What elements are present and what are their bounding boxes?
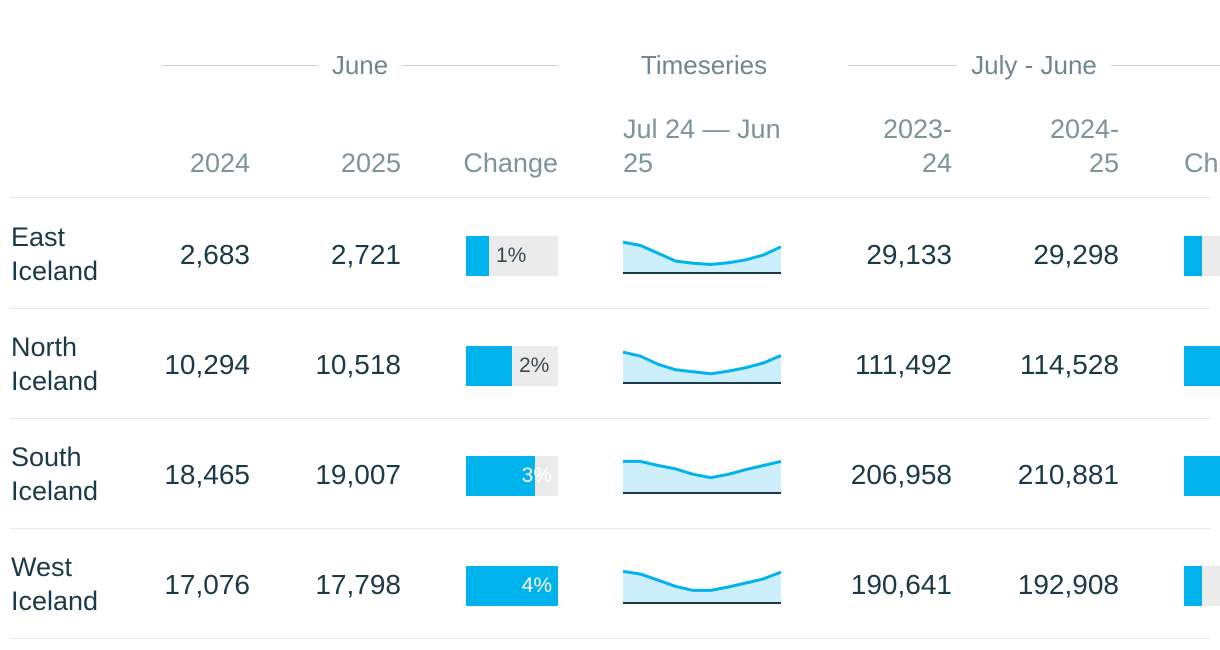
change-bar: 4% (466, 566, 558, 606)
row-divider (10, 418, 1210, 419)
value-june-2025: 10,518 (315, 349, 401, 380)
region-name: East Iceland (11, 220, 141, 288)
region-name-line: South (11, 442, 82, 472)
value-2024-25: 210,881 (1017, 459, 1119, 490)
sparkline-line (622, 569, 782, 592)
value-2023-24: 111,492 (854, 349, 952, 380)
region-name-line: West (11, 552, 73, 582)
change-bar-2 (1184, 236, 1220, 276)
change-bar-2 (1184, 346, 1220, 386)
sparkline-line (623, 459, 782, 480)
group-rule (162, 64, 318, 66)
table-row[interactable]: South Iceland 18,465 19,007 3% 206,958 210,881 (0, 420, 1220, 530)
change-bar-fill (1184, 566, 1202, 606)
region-name: West Iceland (11, 550, 141, 618)
value-june-2024: 17,076 (164, 569, 250, 600)
sparkline-area (623, 352, 781, 383)
col-header-label: 24 (921, 148, 952, 178)
change-bar-fill (466, 456, 535, 496)
region-name-line: Iceland (11, 476, 99, 506)
value-2024-25: 114,528 (1019, 349, 1119, 380)
group-header-july-june: July - June (848, 48, 1220, 82)
change-bar-fill (1184, 456, 1220, 496)
sparkline (623, 459, 782, 494)
change-bar-fill (1184, 236, 1202, 276)
sparkline-area (623, 571, 781, 603)
col-header-change-2[interactable]: Ch (1184, 146, 1220, 180)
change-percent: 4% (521, 574, 552, 597)
sparkline-area (623, 242, 781, 273)
sparkline (622, 350, 782, 384)
row-divider (10, 308, 1210, 309)
change-bar-fill (466, 236, 489, 276)
group-label: July - June (971, 49, 1097, 80)
change-percent: 1% (496, 244, 527, 267)
row-divider (10, 638, 1210, 639)
col-header-2024[interactable]: 2024 (150, 146, 250, 180)
col-header-timeseries: Jul 24 — Jun 25 (623, 112, 793, 180)
value-2023-24: 29,133 (866, 239, 952, 270)
change-bar-fill (466, 566, 558, 606)
group-label: June (331, 49, 389, 80)
sparkline (622, 569, 782, 604)
col-header-label: 2024- (1049, 114, 1119, 144)
table-row[interactable]: East Iceland 2,683 2,721 1% 29,133 29,298 (0, 200, 1220, 310)
col-header-label: Jul 24 — Jun (623, 114, 781, 144)
change-bar-fill (1184, 346, 1220, 386)
group-header-timeseries: Timeseries (622, 48, 786, 82)
change-bar: 2% (466, 346, 558, 386)
row-divider (10, 197, 1210, 198)
value-2023-24: 206,958 (850, 459, 952, 490)
group-rule (1110, 64, 1220, 66)
col-header-change[interactable]: Change (440, 146, 558, 180)
sparkline-line (622, 240, 782, 266)
group-header-june: June (162, 48, 559, 82)
value-2023-24: 190,641 (850, 569, 952, 600)
row-divider (10, 528, 1210, 529)
change-bar: 1% (466, 236, 558, 276)
col-header-label: Change (463, 148, 558, 178)
value-june-2025: 19,007 (315, 459, 401, 490)
col-header-2024-25[interactable]: 2024- 25 (1015, 112, 1119, 180)
value-june-2025: 17,798 (315, 569, 401, 600)
col-header-label: 25 (623, 148, 654, 178)
value-2024-25: 192,908 (1017, 569, 1119, 600)
change-bar-2 (1184, 456, 1220, 496)
region-name-line: East (11, 222, 66, 252)
col-header-2025[interactable]: 2025 (300, 146, 401, 180)
change-percent: 3% (521, 464, 552, 487)
table-row[interactable]: North Iceland 10,294 10,518 2% 111,492 114,528 (0, 310, 1220, 420)
group-label: Timeseries (640, 49, 768, 80)
value-june-2024: 18,465 (164, 459, 250, 490)
col-header-label: 2024 (189, 148, 250, 178)
group-rule (848, 64, 958, 66)
change-bar: 3% (466, 456, 558, 496)
value-june-2024: 2,683 (179, 239, 250, 270)
col-header-label: 2023- (882, 114, 952, 144)
sparkline (622, 240, 782, 274)
col-header-label: Ch (1184, 148, 1219, 178)
region-name-line: Iceland (11, 366, 99, 396)
group-rule (402, 64, 559, 66)
value-2024-25: 29,298 (1033, 239, 1119, 270)
region-name-line: Iceland (11, 256, 99, 286)
col-header-2023-24[interactable]: 2023- 24 (850, 112, 952, 180)
region-name: North Iceland (11, 330, 141, 398)
table-row[interactable]: West Iceland 17,076 17,798 4% 190,641 192,908 (0, 530, 1220, 640)
value-june-2024: 10,294 (164, 349, 250, 380)
region-name: South Iceland (11, 440, 141, 508)
value-june-2025: 2,721 (330, 239, 401, 270)
region-name-line: Iceland (11, 586, 99, 616)
change-percent: 2% (519, 354, 550, 377)
col-header-label: 2025 (340, 148, 401, 178)
col-header-label: 25 (1088, 148, 1119, 178)
change-bar-2 (1184, 566, 1220, 606)
change-bar-fill (466, 346, 512, 386)
region-name-line: North (11, 332, 78, 362)
sparkline-line (622, 350, 782, 376)
